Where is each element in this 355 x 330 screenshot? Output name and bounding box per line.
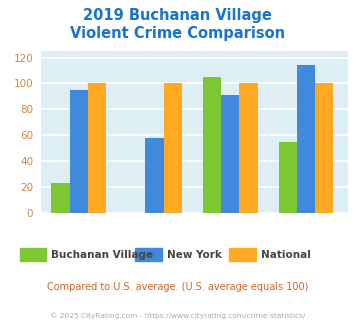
Text: New York: New York [167, 250, 222, 260]
Bar [221, 95, 240, 213]
Bar [203, 77, 221, 213]
Bar [146, 138, 164, 213]
Bar [51, 183, 70, 213]
Bar [240, 83, 258, 213]
Text: Compared to U.S. average. (U.S. average equals 100): Compared to U.S. average. (U.S. average … [47, 282, 308, 292]
Text: Violent Crime Comparison: Violent Crime Comparison [70, 26, 285, 41]
Bar [88, 83, 106, 213]
Text: © 2025 CityRating.com - https://www.cityrating.com/crime-statistics/: © 2025 CityRating.com - https://www.city… [50, 313, 305, 319]
Bar [164, 83, 182, 213]
Text: Buchanan Village: Buchanan Village [51, 250, 154, 260]
Bar [315, 83, 333, 213]
Text: National: National [261, 250, 311, 260]
Text: 2019 Buchanan Village: 2019 Buchanan Village [83, 8, 272, 23]
Bar [297, 65, 315, 213]
Bar [70, 90, 88, 213]
Bar [279, 142, 297, 213]
